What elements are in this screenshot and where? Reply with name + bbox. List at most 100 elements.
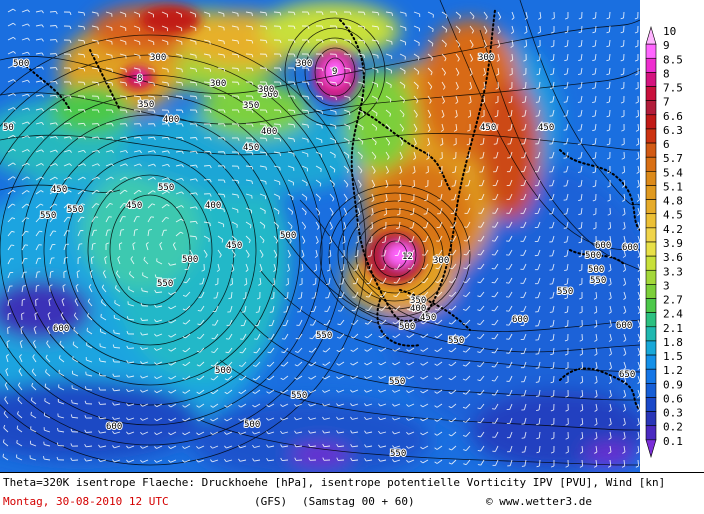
contour-label: 650 — [619, 370, 635, 380]
contour-label: 500 — [244, 420, 260, 430]
contour-label: 500 — [399, 322, 415, 332]
contour-label: 300 — [433, 256, 449, 266]
colorbar-tick-label: 4.8 — [663, 195, 683, 208]
contour-label: 450 — [226, 241, 242, 251]
contour-label: 600 — [622, 243, 638, 253]
contour-label: 400 — [261, 127, 277, 137]
contour-label: 600 — [53, 324, 69, 334]
contour-label: 500 — [182, 255, 198, 265]
colorbar-cell — [646, 440, 656, 457]
contour-label: 550 — [67, 205, 83, 215]
colorbar-tick-label: 6 — [663, 138, 670, 151]
contour-label: 600 — [616, 321, 632, 331]
colorbar-cell — [646, 58, 656, 72]
colorbar-tick-label: 7.5 — [663, 82, 683, 95]
colorbar-tick-label: 4.2 — [663, 223, 683, 236]
contour-label: 350 — [243, 101, 259, 111]
contour-label: 550 — [389, 377, 405, 387]
contour-label: 500 — [13, 59, 29, 69]
contour-label: 500 — [588, 265, 604, 275]
colorbar-cell — [646, 327, 656, 341]
colorbar-cell — [646, 101, 656, 115]
contour-label: 550 — [40, 211, 56, 221]
colorbar-tick-label: 2.1 — [663, 322, 683, 335]
colorbar-cell — [646, 115, 656, 129]
colorbar-tick-label: 6.6 — [663, 110, 683, 123]
contour-label: 450 — [420, 313, 436, 323]
contour-label: 450 — [51, 185, 67, 195]
contour-label: 550 — [557, 287, 573, 297]
footer-date: Montag, 30-08-2010 12 UTC — [3, 495, 169, 508]
colorbar-cell — [646, 143, 656, 157]
colorbar-tick-label: 0.6 — [663, 392, 683, 405]
colorbar-tick-label: 0.2 — [663, 421, 683, 434]
colorbar-cell — [646, 341, 656, 355]
colorbar-tick-label: 5.7 — [663, 152, 683, 165]
colorbar-tick-label: 3 — [663, 279, 670, 292]
footer-description: Theta=320K isentrope Flaeche: Druckhoehe… — [3, 476, 665, 489]
colorbar-tick-label: 7 — [663, 96, 670, 109]
contour-label: 400 — [163, 115, 179, 125]
colorbar-tick-label: 8.5 — [663, 53, 683, 66]
contour-label: 300 — [296, 59, 312, 69]
contour-label: 450 — [538, 123, 554, 133]
footer-model: (GFS) — [254, 495, 287, 508]
colorbar-cell — [646, 72, 656, 86]
colorbar-cell — [646, 313, 656, 327]
colorbar-cell — [646, 284, 656, 298]
colorbar-cell — [646, 412, 656, 426]
colorbar-tick-label: 0.9 — [663, 378, 683, 391]
colorbar-cell — [646, 87, 656, 101]
colorbar-cell — [646, 383, 656, 397]
colorbar-cell — [646, 157, 656, 171]
colorbar-cell — [646, 397, 656, 411]
contour-label: 500 — [280, 231, 296, 241]
contour-label: 550 — [291, 391, 307, 401]
colorbar-tick-label: 0.1 — [663, 435, 683, 448]
colorbar-tick-label: 3.9 — [663, 237, 683, 250]
colorbar-tick-label: 4.5 — [663, 209, 683, 222]
colorbar-cell — [646, 200, 656, 214]
colorbar-cell — [646, 44, 656, 58]
colorbar-tick-label: 2.7 — [663, 294, 683, 307]
colorbar-tick-label: 1.5 — [663, 350, 683, 363]
colorbar-tick-label: 3.6 — [663, 251, 683, 264]
contour-label: 550 — [390, 449, 406, 459]
colorbar-tick-label: 1.2 — [663, 364, 683, 377]
contour-label: 350 — [138, 100, 154, 110]
colorbar-cell — [646, 171, 656, 185]
contour-label: 300 — [478, 53, 494, 63]
contour-label: 500 — [585, 251, 601, 261]
contour-label: 8 — [137, 74, 142, 84]
footer: Theta=320K isentrope Flaeche: Druckhoehe… — [0, 472, 704, 514]
colorbar-tick-label: 1.8 — [663, 336, 683, 349]
colorbar-cell — [646, 299, 656, 313]
contour-label: 500 — [215, 366, 231, 376]
colorbar-cell — [646, 270, 656, 284]
contour-label: 450 — [126, 201, 142, 211]
contour-label: 600 — [512, 315, 528, 325]
colorbar-cell — [646, 214, 656, 228]
colorbar-tick-label: 10 — [663, 26, 676, 38]
footer-run: (Samstag 00 + 60) — [302, 495, 415, 508]
contour-label: 550 — [590, 276, 606, 286]
contour-label: 300 — [210, 79, 226, 89]
contour-label: 550 — [157, 279, 173, 289]
contour-label: 550 — [448, 336, 464, 346]
contour-label: 300 — [150, 53, 166, 63]
contour-label: 600 — [595, 241, 611, 251]
contour-label: 9 — [332, 67, 337, 77]
contour-label: 600 — [106, 422, 122, 432]
colorbar-cell — [646, 228, 656, 242]
contour-label: 550 — [316, 331, 332, 341]
colorbar-tick-label: 9 — [663, 39, 670, 52]
colorbar-cells — [646, 27, 656, 457]
colorbar-tick-label: 2.4 — [663, 308, 683, 321]
colorbar-tick-label: 3.3 — [663, 265, 683, 278]
colorbar-tick-label: 5.1 — [663, 180, 683, 193]
contour-label: 400 — [205, 201, 221, 211]
colorbar-ticks: 1098.587.576.66.365.75.45.14.84.54.23.93… — [663, 26, 683, 448]
colorbar-cell — [646, 355, 656, 369]
